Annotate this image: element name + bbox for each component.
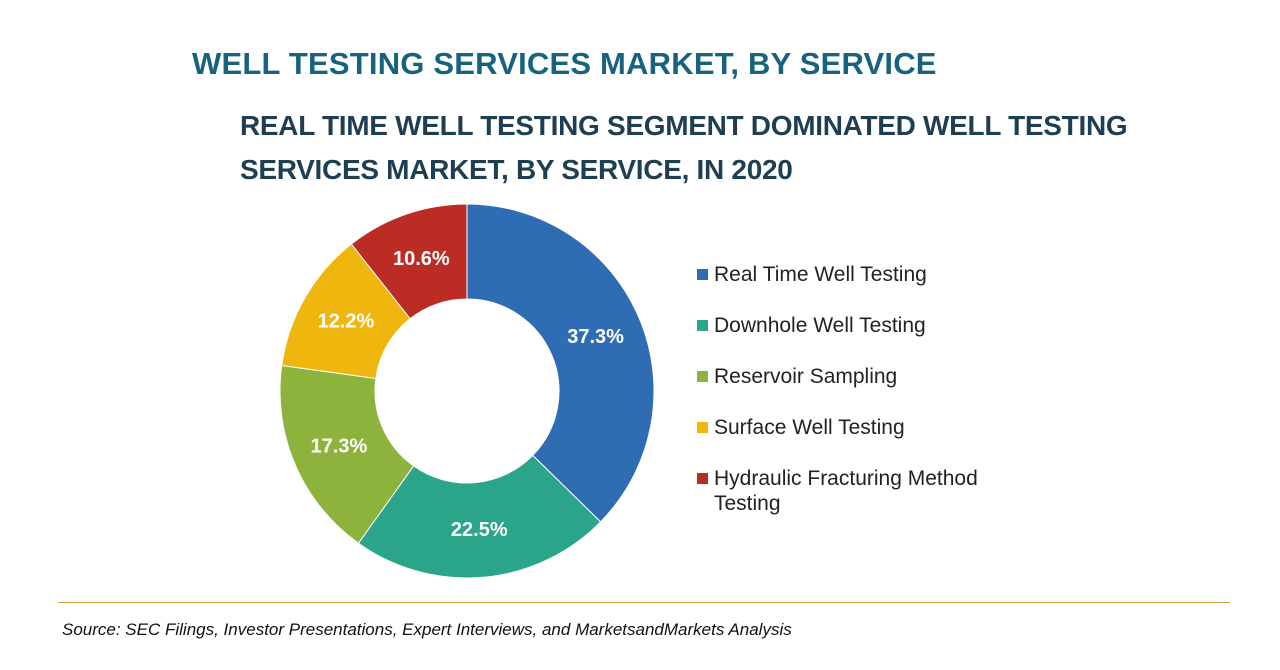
donut-slice (350, 203, 468, 320)
legend-item: Hydraulic Fracturing Method Testing (697, 466, 1037, 516)
legend-swatch (697, 371, 708, 382)
legend-label: Real Time Well Testing (714, 263, 927, 286)
legend-swatch (697, 473, 708, 484)
legend-swatch (697, 422, 708, 433)
donut-chart: 37.3% 22.5% 17.3% 12.2% 10.6% (279, 203, 655, 579)
slice-data-label: 12.2% (318, 311, 375, 333)
slice-data-label: 37.3% (567, 326, 624, 348)
donut-slice (279, 364, 415, 544)
chart-subtitle: REAL TIME WELL TESTING SEGMENT DOMINATED… (240, 110, 1128, 185)
legend-label: Downhole Well Testing (714, 314, 926, 337)
legend-item: Surface Well Testing (697, 415, 1037, 440)
legend-item: Downhole Well Testing (697, 313, 1037, 338)
chart-legend: Real Time Well Testing Downhole Well Test… (697, 262, 1037, 542)
donut-slice (466, 203, 655, 523)
legend-swatch (697, 269, 708, 280)
legend-item: Reservoir Sampling (697, 364, 1037, 389)
source-note: Source: SEC Filings, Investor Presentati… (62, 620, 792, 639)
legend-swatch (697, 320, 708, 331)
slice-data-label: 10.6% (393, 248, 450, 270)
legend-label: Surface Well Testing (714, 416, 905, 439)
slice-data-label: 22.5% (451, 519, 508, 541)
divider (58, 602, 1230, 603)
donut-slice (357, 454, 602, 579)
chart-title: WELL TESTING SERVICES MARKET, BY SERVICE (192, 46, 937, 81)
slice-data-label: 17.3% (311, 435, 368, 457)
legend-item: Real Time Well Testing (697, 262, 1037, 287)
legend-label: Hydraulic Fracturing Method Testing (714, 467, 978, 515)
legend-label: Reservoir Sampling (714, 365, 898, 388)
